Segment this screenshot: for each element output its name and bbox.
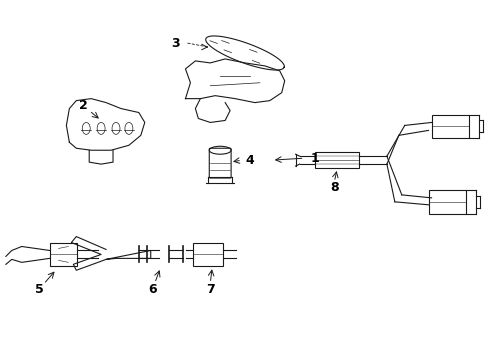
Bar: [432, 114, 469, 138]
Text: 4: 4: [245, 154, 254, 167]
Text: 6: 6: [148, 283, 157, 296]
Bar: [316, 152, 359, 168]
Text: 3: 3: [171, 37, 180, 50]
Text: 2: 2: [79, 99, 88, 112]
Text: 8: 8: [330, 181, 339, 194]
Bar: [49, 243, 77, 266]
Text: 7: 7: [206, 283, 215, 296]
Text: 5: 5: [35, 283, 44, 296]
Bar: [429, 190, 466, 214]
Bar: [194, 243, 223, 266]
Text: 1: 1: [310, 152, 319, 165]
